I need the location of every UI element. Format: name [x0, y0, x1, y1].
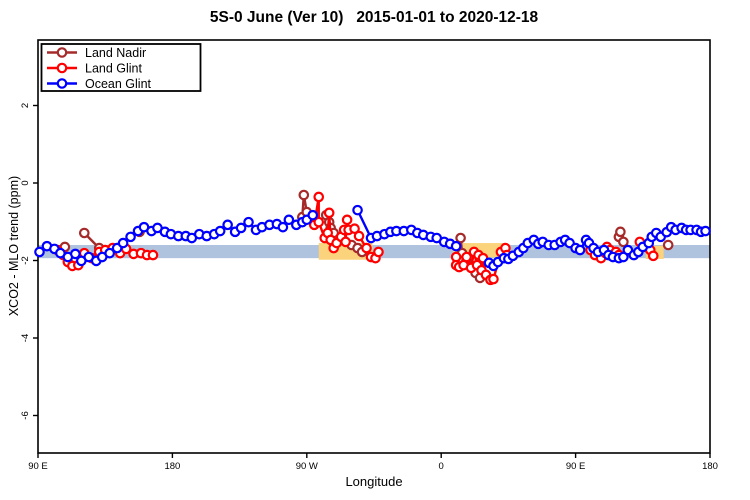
data-point — [352, 204, 363, 216]
legend-item-land-glint-marker-icon — [56, 62, 68, 74]
data-point — [117, 237, 129, 249]
data-point — [147, 249, 159, 261]
x-tick-label: 90 E — [28, 461, 48, 472]
y-tick-label: -4 — [20, 334, 31, 342]
data-point — [214, 225, 226, 237]
data-point — [283, 214, 295, 226]
data-point — [618, 236, 629, 248]
data-point — [277, 221, 289, 233]
x-tick-label: 90 E — [566, 461, 586, 472]
chart-title: 5S-0 June (Ver 10) 2015-01-01 to 2020-12… — [209, 9, 539, 26]
data-point — [488, 273, 499, 285]
data-point — [455, 232, 466, 244]
data-point — [340, 236, 351, 248]
legend-item-ocean-glint-label: Ocean Glint — [85, 77, 152, 91]
data-point — [341, 214, 353, 226]
data-point — [373, 246, 384, 258]
data-point — [307, 209, 319, 221]
legend-item-ocean-glint-marker-icon — [56, 78, 68, 89]
data-point — [70, 248, 81, 260]
x-tick-label: 0 — [439, 461, 444, 472]
data-point — [104, 247, 115, 259]
data-point — [461, 251, 472, 263]
y-axis-label: XCO2 - MLO trend (ppm) — [7, 175, 21, 317]
legend-item-land-glint-label: Land Glint — [85, 62, 143, 76]
x-tick-label: 90 W — [296, 461, 318, 472]
data-point — [235, 222, 247, 234]
data-point — [349, 223, 360, 235]
data-point — [34, 246, 45, 258]
y-tick-label: 0 — [20, 180, 31, 185]
data-point — [313, 191, 325, 203]
data-point — [298, 189, 310, 201]
data-point — [700, 225, 711, 237]
x-tick-label: 180 — [702, 461, 718, 472]
data-point — [574, 244, 586, 256]
data-point — [323, 207, 335, 219]
data-point — [615, 226, 626, 238]
data-point — [647, 250, 659, 262]
y-tick-label: -6 — [20, 411, 31, 419]
data-point — [662, 239, 674, 251]
data-point — [353, 230, 365, 242]
series-ocean-glint — [34, 204, 711, 272]
data-point — [222, 219, 233, 231]
plot-box — [37, 39, 711, 454]
data-point — [450, 240, 462, 252]
x-axis-label: Longitude — [345, 474, 403, 489]
data-point — [125, 231, 136, 243]
data-point — [361, 242, 372, 254]
data-point — [243, 216, 254, 228]
data-point — [78, 227, 90, 239]
legend-item-land-nadir-label: Land Nadir — [85, 46, 146, 60]
y-tick-label: 2 — [20, 103, 31, 108]
legend-item-land-nadir-marker-icon — [56, 47, 68, 58]
y-tick-label: -2 — [20, 256, 31, 264]
x-tick-label: 180 — [164, 461, 180, 472]
data-point — [313, 216, 325, 228]
